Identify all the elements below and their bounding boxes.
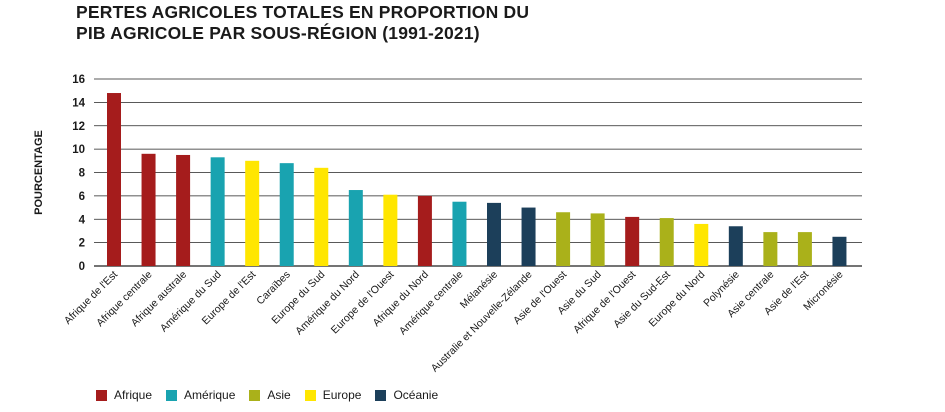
chart-title-line-1: PERTES AGRICOLES TOTALES EN PROPORTION D… bbox=[76, 2, 530, 22]
legend-label: Asie bbox=[267, 388, 291, 402]
y-tick-label: 4 bbox=[79, 214, 86, 226]
chart-legend: Afrique Amérique Asie Europe Océanie bbox=[96, 388, 452, 402]
chart-title: PERTES AGRICOLES TOTALES EN PROPORTION D… bbox=[76, 2, 636, 44]
legend-swatch bbox=[304, 389, 316, 401]
bar bbox=[797, 232, 812, 266]
x-tick-label: Europe de l'Ouest bbox=[329, 269, 397, 337]
y-tick-label: 14 bbox=[72, 97, 85, 109]
legend-swatch bbox=[375, 389, 387, 401]
y-axis-title: POURCENTAGE bbox=[33, 130, 45, 215]
bar bbox=[348, 190, 363, 266]
bar bbox=[659, 218, 674, 266]
y-tick-label: 8 bbox=[79, 168, 86, 180]
legend-item: Afrique bbox=[96, 388, 152, 402]
y-tick-label: 0 bbox=[79, 261, 85, 273]
legend-label: Afrique bbox=[114, 388, 153, 402]
y-tick-label: 16 bbox=[72, 74, 85, 86]
bar bbox=[590, 213, 605, 266]
legend-item: Amérique bbox=[166, 388, 235, 402]
bar bbox=[832, 236, 847, 266]
bar bbox=[383, 194, 398, 266]
bar bbox=[763, 232, 778, 266]
bar bbox=[417, 195, 432, 266]
bar bbox=[279, 163, 294, 266]
x-tick-label: Amérique du Sud bbox=[158, 269, 224, 335]
x-tick-label: Afrique de l'Ouest bbox=[571, 269, 638, 336]
legend-item: Océanie bbox=[375, 388, 438, 402]
y-tick-label: 12 bbox=[72, 121, 85, 133]
bar bbox=[176, 154, 191, 266]
bar bbox=[141, 153, 156, 266]
x-tick-label: Amérique centrale bbox=[397, 269, 466, 338]
legend-label: Amérique bbox=[184, 388, 236, 402]
legend-label: Europe bbox=[322, 388, 362, 402]
bar bbox=[728, 226, 743, 266]
bar bbox=[210, 157, 225, 266]
bar bbox=[487, 202, 501, 266]
y-tick-label: 10 bbox=[72, 144, 85, 156]
legend-item: Asie bbox=[249, 388, 291, 402]
y-tick-label: 6 bbox=[79, 191, 85, 203]
chart-title-line-2: PIB AGRICOLE PAR SOUS-RÉGION (1991-2021) bbox=[76, 23, 480, 43]
bar bbox=[314, 167, 329, 266]
legend-swatch bbox=[96, 389, 107, 401]
y-tick-label: 2 bbox=[79, 238, 85, 250]
legend-item: Europe bbox=[304, 388, 362, 402]
bar bbox=[556, 212, 571, 266]
bar bbox=[694, 223, 709, 266]
legend-label: Océanie bbox=[393, 388, 439, 402]
bar bbox=[452, 201, 467, 266]
bar bbox=[625, 216, 640, 266]
bar bbox=[245, 160, 260, 266]
x-tick-label: Amérique du Nord bbox=[293, 269, 362, 338]
legend-swatch bbox=[249, 389, 261, 401]
bar bbox=[521, 207, 536, 266]
bar bbox=[107, 93, 121, 267]
legend-swatch bbox=[166, 389, 178, 401]
